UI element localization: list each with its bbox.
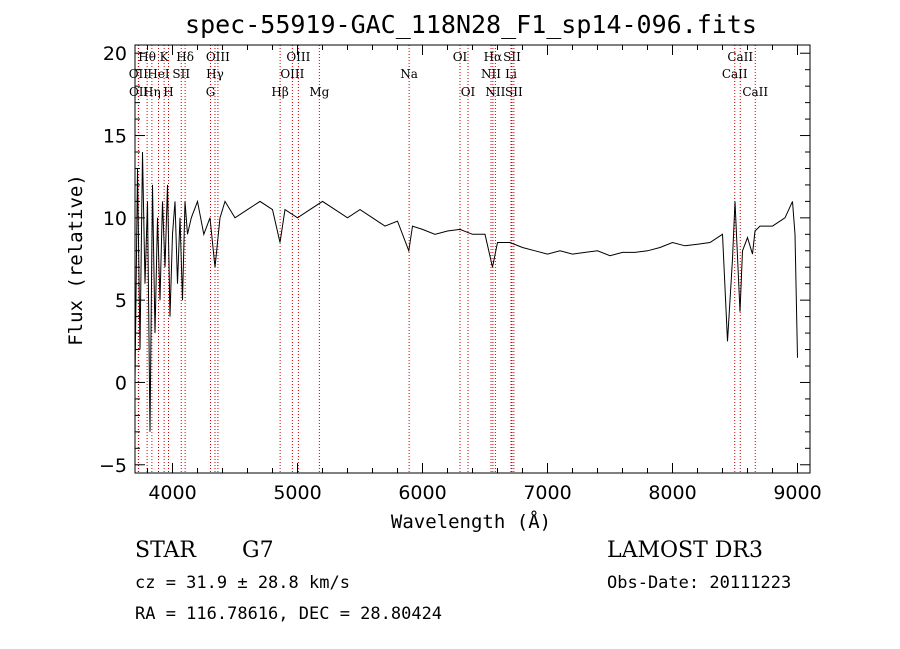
spectral-line-label: SII [503, 50, 521, 64]
survey-name: LAMOST DR3 [607, 538, 763, 563]
spectral-line-label: K [160, 50, 170, 64]
spectral-line-label: Li [505, 67, 517, 81]
spectral-line-label: CaII [722, 67, 748, 81]
y-tick-label: 20 [103, 43, 127, 65]
spectral-line-label: OIII [280, 67, 304, 81]
y-tick-label: 10 [103, 208, 127, 230]
y-tick-label: 15 [103, 126, 127, 148]
spectral-line-label: Hθ [138, 50, 156, 64]
chart-title: spec-55919-GAC_118N28_F1_sp14-096.fits [185, 10, 757, 39]
spectral-line-label: OII [129, 67, 149, 81]
y-axis-label: Flux (relative) [65, 174, 87, 346]
observation-date: Obs-Date: 20111223 [607, 573, 792, 593]
object-class: STAR [135, 538, 196, 563]
x-tick-label: 7000 [523, 482, 571, 504]
x-tick-label: 8000 [648, 482, 696, 504]
spectral-line-label: OIII [286, 50, 310, 64]
spectral-line-label: OI [453, 50, 468, 64]
spectral-line-label: Hδ [176, 50, 194, 64]
spectral-line-label: SII [505, 85, 523, 99]
spectral-line-label: Hγ [206, 67, 224, 81]
redshift-cz: cz = 31.9 ± 28.8 km/s [135, 573, 350, 593]
spectral-line-label: Hα [484, 50, 503, 64]
plot-frame [134, 44, 811, 474]
spectral-line-label: OIII [206, 50, 230, 64]
ra-dec: RA = 116.78616, DEC = 28.80424 [135, 604, 443, 624]
object-subclass: G7 [242, 538, 274, 563]
y-tick-label: −5 [99, 455, 127, 477]
spectral-line-label: OII [129, 85, 149, 99]
spectral-line-label: SII [172, 67, 190, 81]
spectral-line-label: Na [400, 67, 418, 81]
spectrum-series-line [134, 151, 798, 432]
spectral-line-label: CaII [727, 50, 753, 64]
x-tick-label: 4000 [148, 482, 196, 504]
x-axis-label: Wavelength (Å) [391, 510, 551, 533]
spectral-line-label: H [163, 85, 173, 99]
x-tick-label: 6000 [398, 482, 446, 504]
spectral-line-label: HeI [147, 67, 170, 81]
spectral-line-label: NII [485, 85, 505, 99]
y-tick-label: 0 [115, 372, 127, 394]
spectral-line-label: CaII [742, 85, 768, 99]
spectral-line-label: G [206, 85, 216, 99]
spectral-line-label: Hη [143, 85, 161, 99]
spectral-line-label: NII [481, 67, 501, 81]
spectral-line-label: Hβ [271, 85, 288, 99]
y-tick-label: 5 [115, 290, 127, 312]
x-tick-label: 5000 [273, 482, 321, 504]
spectral-line-label: Mg [309, 85, 329, 99]
spectral-line-label: OI [461, 85, 476, 99]
x-tick-label: 9000 [773, 482, 821, 504]
